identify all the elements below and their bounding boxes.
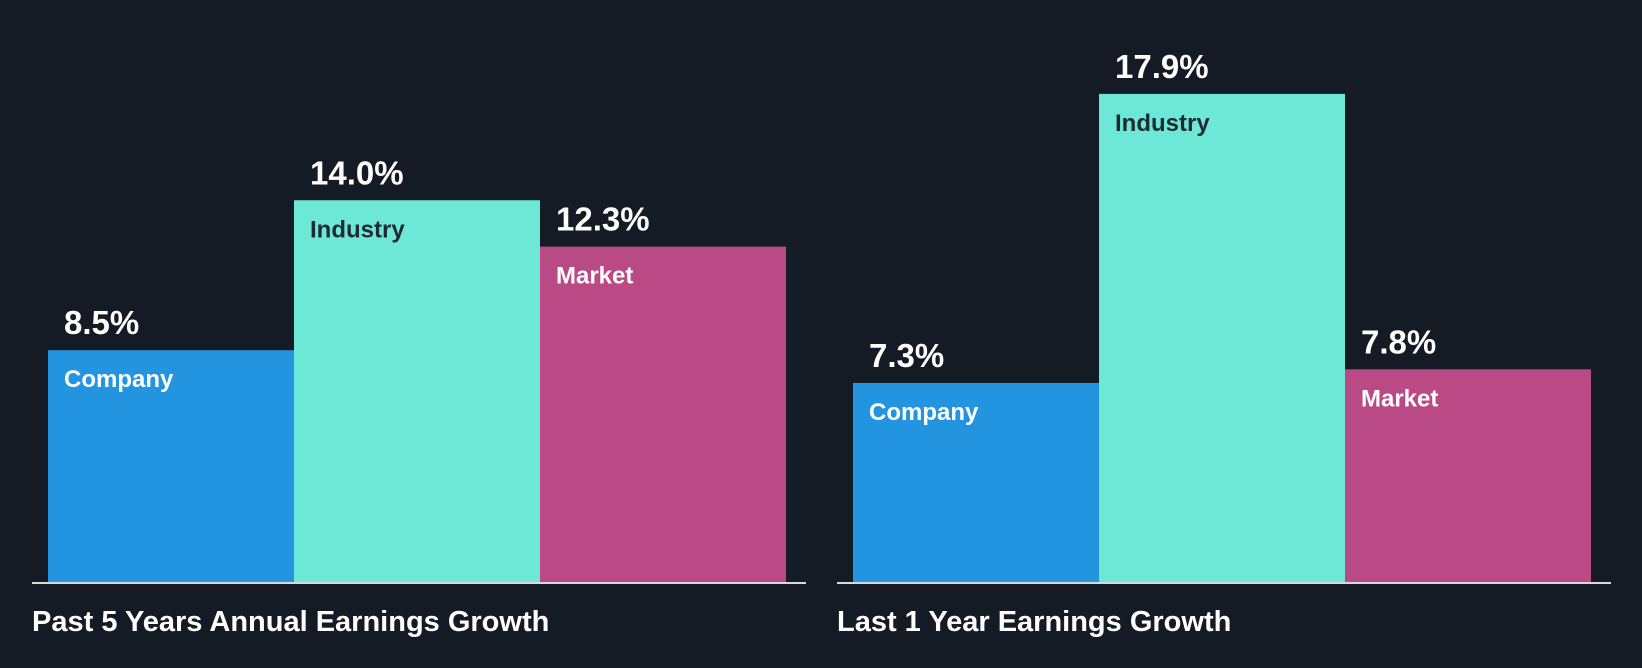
bar-chart-past-5-years: Company 8.5% Industry 14.0% Market 12.3%: [32, 154, 806, 584]
bar-category-label-market: Market: [556, 263, 633, 290]
value-label-company: 7.3%: [869, 337, 944, 374]
chart-panel-last-1-year: Company 7.3% Industry 17.9% Market 7.8% Last …: [837, 0, 1611, 668]
bar-category-label-company: Company: [869, 399, 979, 426]
bar-industry: [1099, 93, 1345, 582]
bar-category-label-market: Market: [1361, 385, 1438, 412]
value-label-company: 8.5%: [64, 304, 139, 341]
bar-chart-last-1-year: Company 7.3% Industry 17.9% Market 7.8%: [837, 48, 1611, 584]
bar-market: [540, 246, 786, 582]
bar-market: [1345, 369, 1591, 582]
bar-industry: [294, 200, 540, 582]
chart-panel-past-5-years: Company 8.5% Industry 14.0% Market 12.3% Past…: [32, 0, 806, 668]
value-label-industry: 17.9%: [1115, 48, 1209, 85]
chart-title-last-1-year: Last 1 Year Earnings Growth: [837, 606, 1232, 638]
value-label-market: 12.3%: [556, 201, 650, 238]
value-label-market: 7.8%: [1361, 323, 1436, 360]
bar-company: [48, 350, 294, 582]
chart-title-past-5-years: Past 5 Years Annual Earnings Growth: [32, 606, 550, 638]
bar-category-label-industry: Industry: [1115, 110, 1210, 137]
bar-category-label-industry: Industry: [310, 216, 405, 243]
bar-category-label-company: Company: [64, 366, 174, 393]
bar-company: [853, 382, 1099, 582]
value-label-industry: 14.0%: [310, 154, 404, 191]
